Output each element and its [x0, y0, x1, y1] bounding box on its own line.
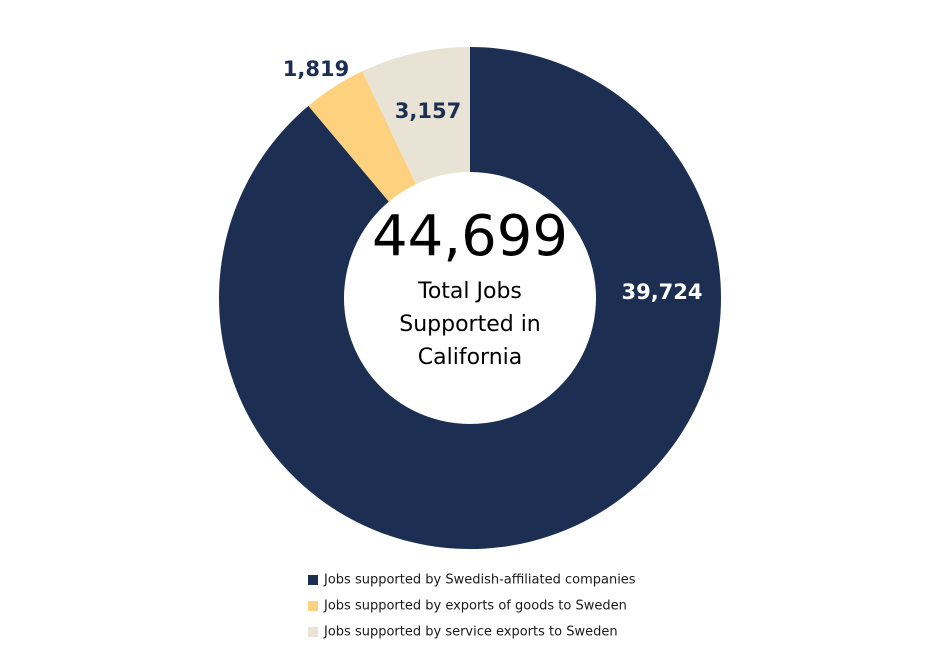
data-label: 39,724 — [621, 280, 702, 304]
legend-label: Jobs supported by service exports to Swe… — [323, 625, 618, 640]
legend-swatch — [308, 627, 318, 637]
legend-label: Jobs supported by Swedish-affiliated com… — [323, 573, 636, 588]
donut-slice — [218, 47, 721, 549]
legend-swatch — [308, 601, 318, 611]
legend-swatch — [308, 575, 318, 585]
data-label: 1,819 — [283, 57, 349, 81]
center-label: Supported in — [399, 312, 541, 337]
center-label: Total Jobs — [417, 279, 522, 304]
legend-label: Jobs supported by exports of goods to Sw… — [323, 599, 627, 614]
center-label: California — [418, 345, 522, 370]
center-value: 44,699 — [372, 204, 568, 269]
donut-slice — [362, 47, 470, 185]
donut-slice — [308, 71, 416, 202]
data-label: 3,157 — [395, 99, 461, 123]
